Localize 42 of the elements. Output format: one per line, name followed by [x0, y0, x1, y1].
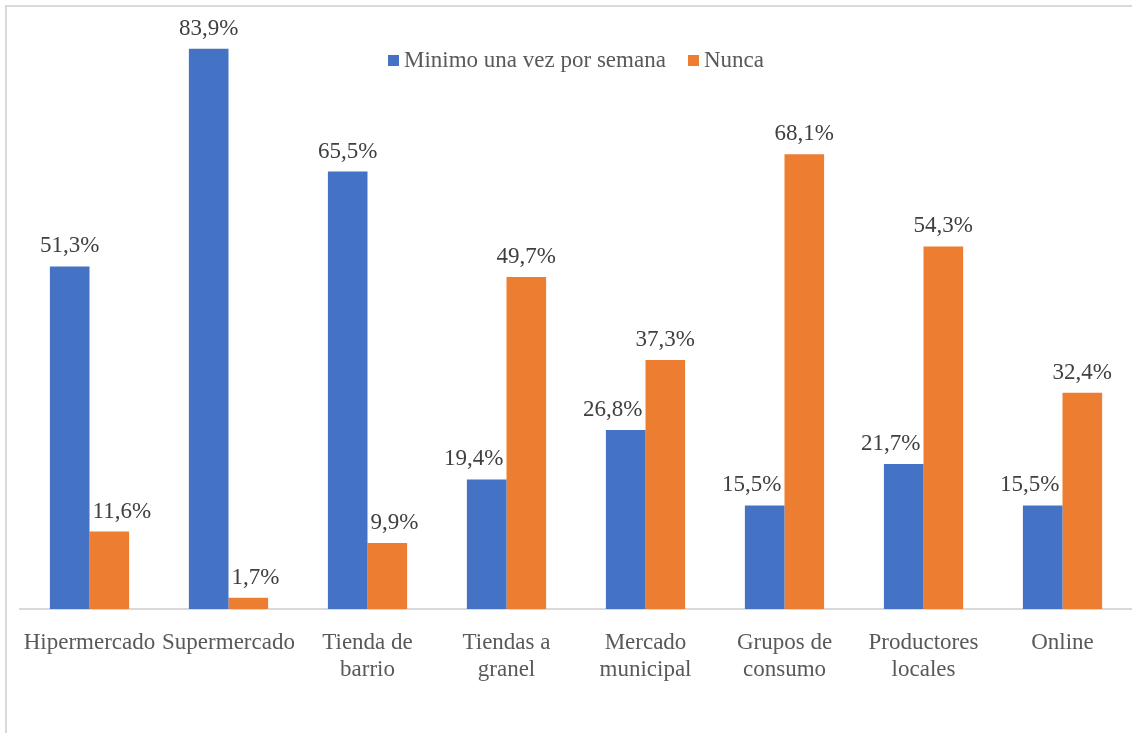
bar: [1062, 392, 1103, 609]
data-label: 26,8%: [583, 396, 643, 422]
bar: [605, 430, 646, 609]
legend-label: Minimo una vez por semana: [404, 46, 666, 74]
data-label: 21,7%: [861, 430, 921, 456]
bar: [327, 171, 368, 609]
data-label: 54,3%: [913, 212, 974, 238]
legend-label: Nunca: [703, 46, 764, 74]
x-tick-label: Online: [1031, 628, 1094, 654]
data-label: 15,5%: [1000, 471, 1060, 497]
data-label: 32,4%: [1052, 358, 1113, 384]
data-label: 68,1%: [774, 120, 835, 146]
bar: [49, 266, 90, 609]
bar: [923, 246, 964, 609]
x-tick-label: Productores locales: [868, 628, 979, 682]
bar: [744, 505, 785, 609]
data-label: 1,7%: [231, 563, 280, 589]
bar: [784, 154, 825, 609]
data-label: 83,9%: [178, 14, 239, 40]
data-label: 11,6%: [92, 497, 152, 523]
x-tick-label: Mercado municipal: [599, 628, 692, 682]
x-tick-label: Supermercado: [162, 628, 295, 654]
bar: [466, 479, 507, 609]
x-tick-label: Tienda de barrio: [322, 628, 413, 682]
bar: [367, 542, 408, 609]
data-label: 15,5%: [722, 471, 782, 497]
x-tick-label: Tiendas a granel: [462, 628, 551, 682]
data-label: 9,9%: [370, 508, 419, 534]
bar: [645, 359, 686, 609]
data-label: 51,3%: [39, 232, 100, 258]
bar: [188, 48, 229, 609]
bar: [883, 464, 924, 609]
x-tick-label: Grupos de consumo: [736, 628, 833, 682]
bar: [1022, 505, 1063, 609]
data-label: 19,4%: [444, 445, 504, 471]
bar: [228, 597, 269, 609]
data-label: 65,5%: [317, 137, 378, 163]
data-label: 37,3%: [635, 325, 696, 351]
data-label: 49,7%: [496, 243, 557, 269]
bar: [506, 277, 547, 609]
x-tick-label: Hipermercado: [23, 628, 156, 654]
bar: [89, 531, 130, 609]
